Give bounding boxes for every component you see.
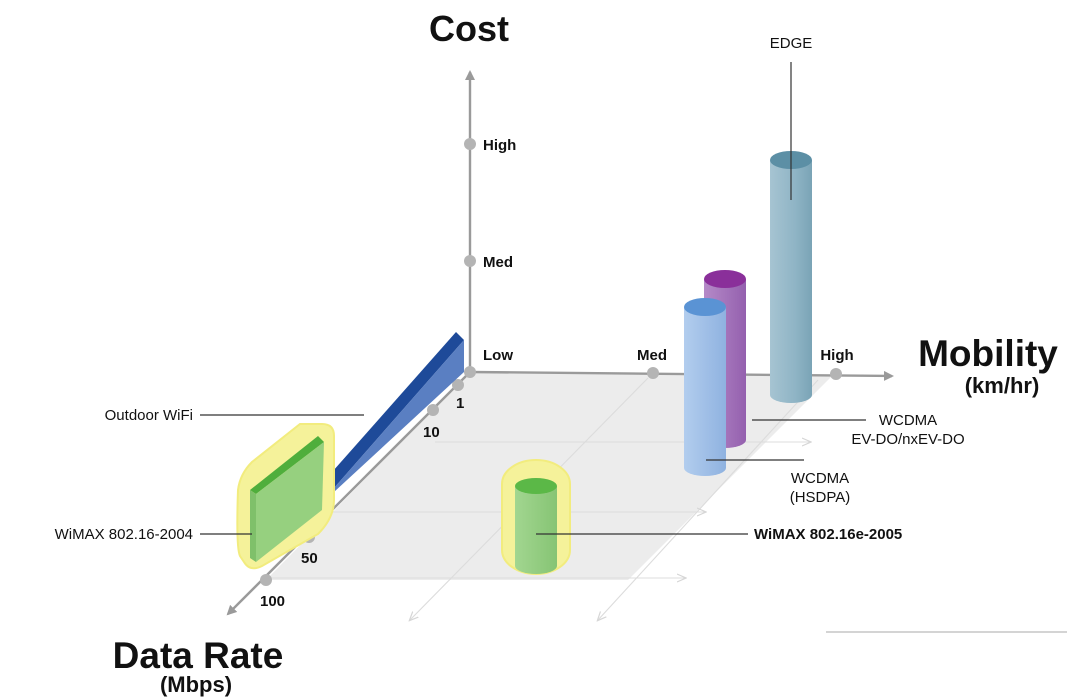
mobility-tick-med: Med [637,347,667,364]
label-wcdma-evdo-1: WCDMA [879,412,937,429]
data-rate-axis-unit: (Mbps) [160,672,232,697]
data-rate-tick-10: 10 [423,424,440,441]
label-wcdma-hsdpa-2: (HSDPA) [790,489,851,506]
data-rate-axis-title: Data Rate [113,635,284,676]
cost-tick-med: Med [483,254,513,271]
mobility-axis-unit: (km/hr) [965,373,1040,398]
cost-axis-title: Cost [429,8,509,49]
data-rate-tick-50: 50 [301,550,318,567]
wimax-2004-slab [236,423,335,570]
label-wimax-2004: WiMAX 802.16-2004 [55,526,193,543]
data-rate-tick-100: 100 [260,593,285,610]
label-outdoor-wifi: Outdoor WiFi [105,407,193,424]
data-rate-tick-1: 1 [456,395,464,412]
wcdma-hsdpa-cylinder [684,298,726,476]
mobility-tick-high: High [820,347,853,364]
wimax-2005-cylinder [501,459,571,575]
cost-tick-low: Low [483,347,513,364]
label-wimax-2005: WiMAX 802.16e-2005 [754,526,902,543]
label-wcdma-evdo-2: EV-DO/nxEV-DO [851,431,964,448]
mobility-axis-title: Mobility [918,333,1058,374]
label-wcdma-hsdpa-1: WCDMA [791,470,849,487]
label-edge: EDGE [770,35,813,52]
cost-tick-high: High [483,137,516,154]
mobility-axis [469,370,894,381]
leader-lines [200,62,1067,633]
